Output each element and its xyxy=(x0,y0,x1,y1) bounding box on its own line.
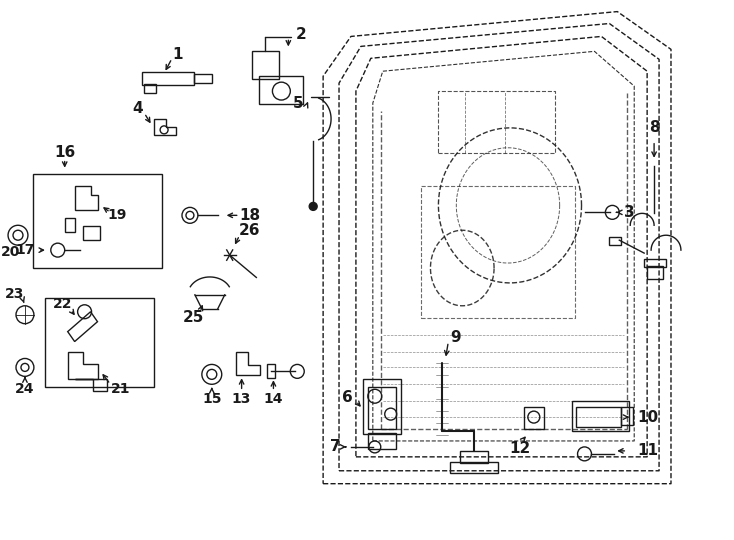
Bar xyxy=(368,387,396,429)
Bar xyxy=(575,407,621,427)
Text: 11: 11 xyxy=(637,443,658,458)
Bar xyxy=(258,76,303,104)
Bar xyxy=(142,72,194,85)
Text: 1: 1 xyxy=(172,47,184,62)
Text: 4: 4 xyxy=(132,102,142,117)
Bar xyxy=(194,74,212,83)
Bar xyxy=(647,266,663,279)
Bar xyxy=(33,173,162,268)
Text: 7: 7 xyxy=(330,440,341,455)
Bar xyxy=(252,51,280,79)
Circle shape xyxy=(309,202,317,211)
Text: 15: 15 xyxy=(202,392,222,406)
Text: 23: 23 xyxy=(5,287,25,301)
Bar xyxy=(572,401,629,431)
Text: 6: 6 xyxy=(341,390,352,404)
Text: 21: 21 xyxy=(111,382,130,396)
Text: 13: 13 xyxy=(232,392,251,406)
Text: 14: 14 xyxy=(264,392,283,406)
Text: 5: 5 xyxy=(293,96,304,111)
Text: 8: 8 xyxy=(649,120,659,136)
Text: 10: 10 xyxy=(637,410,658,424)
Bar xyxy=(609,237,621,245)
Text: 17: 17 xyxy=(15,243,34,257)
Text: 16: 16 xyxy=(54,145,76,160)
Bar xyxy=(621,407,633,425)
Text: 18: 18 xyxy=(239,208,260,223)
Bar xyxy=(83,226,101,240)
Bar xyxy=(460,451,488,463)
Bar xyxy=(267,364,275,379)
Text: 12: 12 xyxy=(509,441,531,456)
Bar xyxy=(524,407,544,429)
Text: 22: 22 xyxy=(53,297,73,311)
Text: 9: 9 xyxy=(450,330,461,345)
Text: 24: 24 xyxy=(15,382,34,396)
Text: 2: 2 xyxy=(296,27,307,42)
Bar xyxy=(368,433,396,449)
Text: 19: 19 xyxy=(108,208,127,222)
Text: 3: 3 xyxy=(624,205,635,220)
Bar xyxy=(451,462,498,472)
Bar xyxy=(45,298,154,387)
Bar xyxy=(644,259,666,267)
Bar xyxy=(363,379,401,434)
Text: 20: 20 xyxy=(1,245,21,259)
Bar xyxy=(144,84,156,93)
Text: 25: 25 xyxy=(184,310,205,325)
Text: 26: 26 xyxy=(239,222,261,238)
